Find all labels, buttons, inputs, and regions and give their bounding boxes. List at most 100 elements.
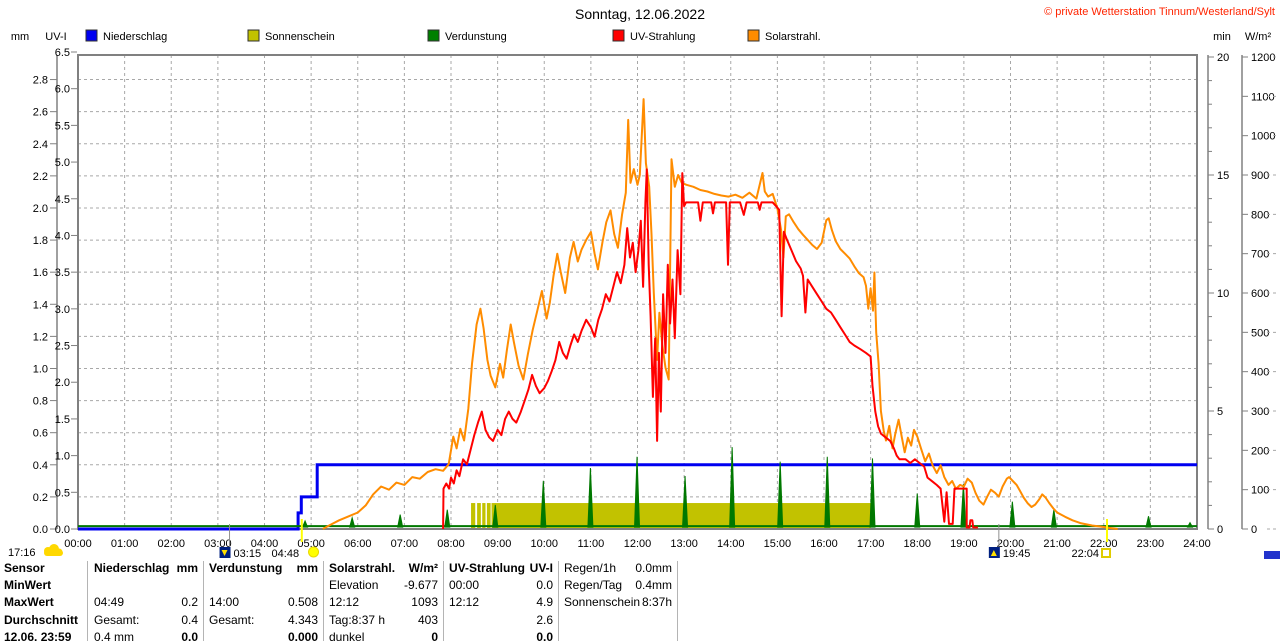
svg-text:07:00: 07:00 [391,538,419,550]
svg-text:11:00: 11:00 [578,538,605,550]
svg-text:500: 500 [1251,327,1269,339]
chart-canvas: mm UV-I min W/m² Niederschlag Sonnenschein Ver… [8,29,1280,560]
svg-text:09:00: 09:00 [484,538,512,550]
table-cell-value: 0.000 [287,630,318,644]
table-cell-value: 1093 [411,595,438,609]
legend-label: Verdunstung [445,31,507,43]
uv-axis: 0.0 0.5 1.0 1.5 2.0 2.5 3.0 3.5 4.0 4.5 5.0 5.5 6.0 6… [55,47,77,536]
svg-text:0.5: 0.5 [55,487,70,499]
table-cell-value: 403 [417,613,438,627]
svg-text:4.0: 4.0 [55,230,70,242]
svg-text:14:00: 14:00 [717,538,745,550]
svg-text:1.4: 1.4 [33,299,48,311]
svg-text:5.0: 5.0 [55,157,70,169]
series-sonnenschein [471,503,871,528]
sunset-icon [1101,548,1112,558]
table-cell-value: 0.4 [181,613,198,627]
moonrise-icon [988,547,1000,558]
svg-text:1.0: 1.0 [33,363,48,375]
legend-swatch [247,29,260,42]
table-col-header: Solarstrahl. [329,561,396,575]
svg-text:3.5: 3.5 [55,267,70,279]
svg-text:18:00: 18:00 [903,538,931,550]
table-cell-value: 0.0 [536,630,553,644]
uv-axis-label: UV-I [45,31,66,43]
moonset-icon [219,547,231,558]
table-col-unit: mm [296,561,318,575]
table-col-unit: mm [176,561,198,575]
svg-text:100: 100 [1251,485,1269,497]
table-separator [87,561,88,641]
svg-text:04:00: 04:00 [251,538,279,550]
svg-text:15:00: 15:00 [764,538,792,550]
legend-label: UV-Strahlung [630,31,695,43]
copyright-note: © private Wetterstation Tinnum/Westerlan… [1044,6,1275,18]
svg-text:1.0: 1.0 [55,451,70,463]
svg-text:02:00: 02:00 [157,538,185,550]
table-col-header: UV-Strahlung [449,561,526,575]
svg-text:23:00: 23:00 [1137,538,1165,550]
svg-text:6.5: 6.5 [55,47,70,59]
svg-text:700: 700 [1251,249,1269,261]
table-row-label: Durchschnitt [4,613,79,627]
svg-text:800: 800 [1251,209,1269,221]
svg-text:20: 20 [1217,52,1229,64]
svg-text:4.5: 4.5 [55,194,70,206]
svg-text:08:00: 08:00 [437,538,465,550]
svg-text:20:00: 20:00 [997,538,1025,550]
series-solarstrahlung [322,98,1118,530]
svg-text:00:00: 00:00 [64,538,92,550]
current-time: 17:16 [8,547,36,559]
table-cell-time: Gesamt: [94,613,140,627]
svg-text:21:00: 21:00 [1043,538,1071,550]
table-row-label: 12.06. 23:59 [4,630,72,644]
svg-text:12:00: 12:00 [624,538,652,550]
svg-text:16:00: 16:00 [810,538,838,550]
x-axis-labels: 00:00 01:00 02:00 03:00 04:00 05:00 06:00 07:00… [64,538,1211,550]
moonset-time: 03:15 [234,548,262,560]
table-cell-time: Tag:8:37 h [329,613,386,627]
sunrise-icon [308,546,320,558]
table-cell-value: -9.677 [403,578,438,592]
svg-text:900: 900 [1251,170,1269,182]
mm-axis-label: mm [11,31,29,43]
table-cell-label: Regen/Tag [564,578,623,592]
legend-item-sonnenschein[interactable]: Sonnenschein [247,29,335,43]
svg-text:200: 200 [1251,445,1269,457]
legend-item-uvstrahlung[interactable]: UV-Strahlung [612,29,695,43]
svg-text:0.0: 0.0 [55,524,70,536]
svg-text:1200: 1200 [1251,52,1275,64]
svg-text:1100: 1100 [1251,91,1275,103]
svg-text:24:00: 24:00 [1183,538,1211,550]
table-cell-time: Gesamt: [209,613,255,627]
sunrise-time: 04:48 [272,548,300,560]
svg-text:0.2: 0.2 [33,492,48,504]
table-separator [323,561,324,641]
svg-text:2.6: 2.6 [33,107,48,119]
svg-text:1.5: 1.5 [55,414,70,426]
svg-text:1.6: 1.6 [33,267,48,279]
legend-label: Niederschlag [103,31,167,43]
min-axis-label: min [1213,31,1231,43]
legend-item-niederschlag[interactable]: Niederschlag [85,29,167,43]
table-row-label: Sensor [4,561,45,575]
svg-text:2.5: 2.5 [55,341,70,353]
table-cell-time: Elevation [329,578,379,592]
table-cell-label: Sonnenschein [564,595,641,609]
table-cell-value: 0 [431,630,438,644]
svg-text:300: 300 [1251,406,1269,418]
svg-text:2.0: 2.0 [33,203,48,215]
legend-swatch [427,29,440,42]
svg-text:1.2: 1.2 [33,331,48,343]
svg-text:01:00: 01:00 [111,538,139,550]
svg-text:1.8: 1.8 [33,235,48,247]
svg-text:10: 10 [1217,288,1229,300]
svg-text:2.2: 2.2 [33,171,48,183]
svg-text:0.6: 0.6 [33,428,48,440]
svg-text:19:00: 19:00 [950,538,978,550]
legend-label: Sonnenschein [265,31,335,43]
legend-item-solarstrahl[interactable]: Solarstrahl. [747,29,821,43]
table-cell-value: 0.4mm [635,578,672,592]
legend-item-verdunstung[interactable]: Verdunstung [427,29,507,43]
